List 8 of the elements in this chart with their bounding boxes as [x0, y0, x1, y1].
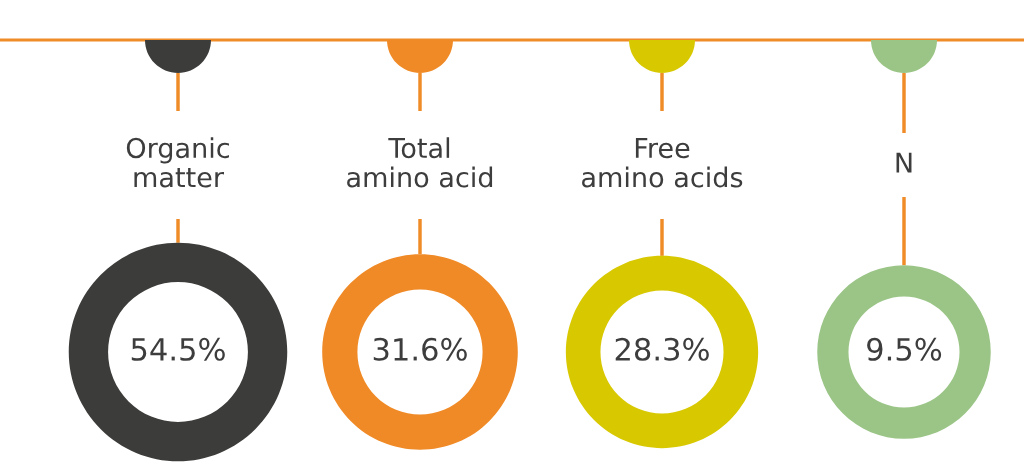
data-label: 31.6%	[373, 337, 467, 361]
category-label: Organic matter	[126, 137, 229, 188]
category-label: Free amino acids	[582, 138, 743, 188]
data-label: 54.5%	[131, 337, 225, 361]
category-label: N	[896, 152, 912, 173]
category-label: Total amino acid	[347, 137, 493, 188]
data-label: 9.5%	[867, 337, 942, 361]
data-label: 28.3%	[615, 337, 709, 361]
